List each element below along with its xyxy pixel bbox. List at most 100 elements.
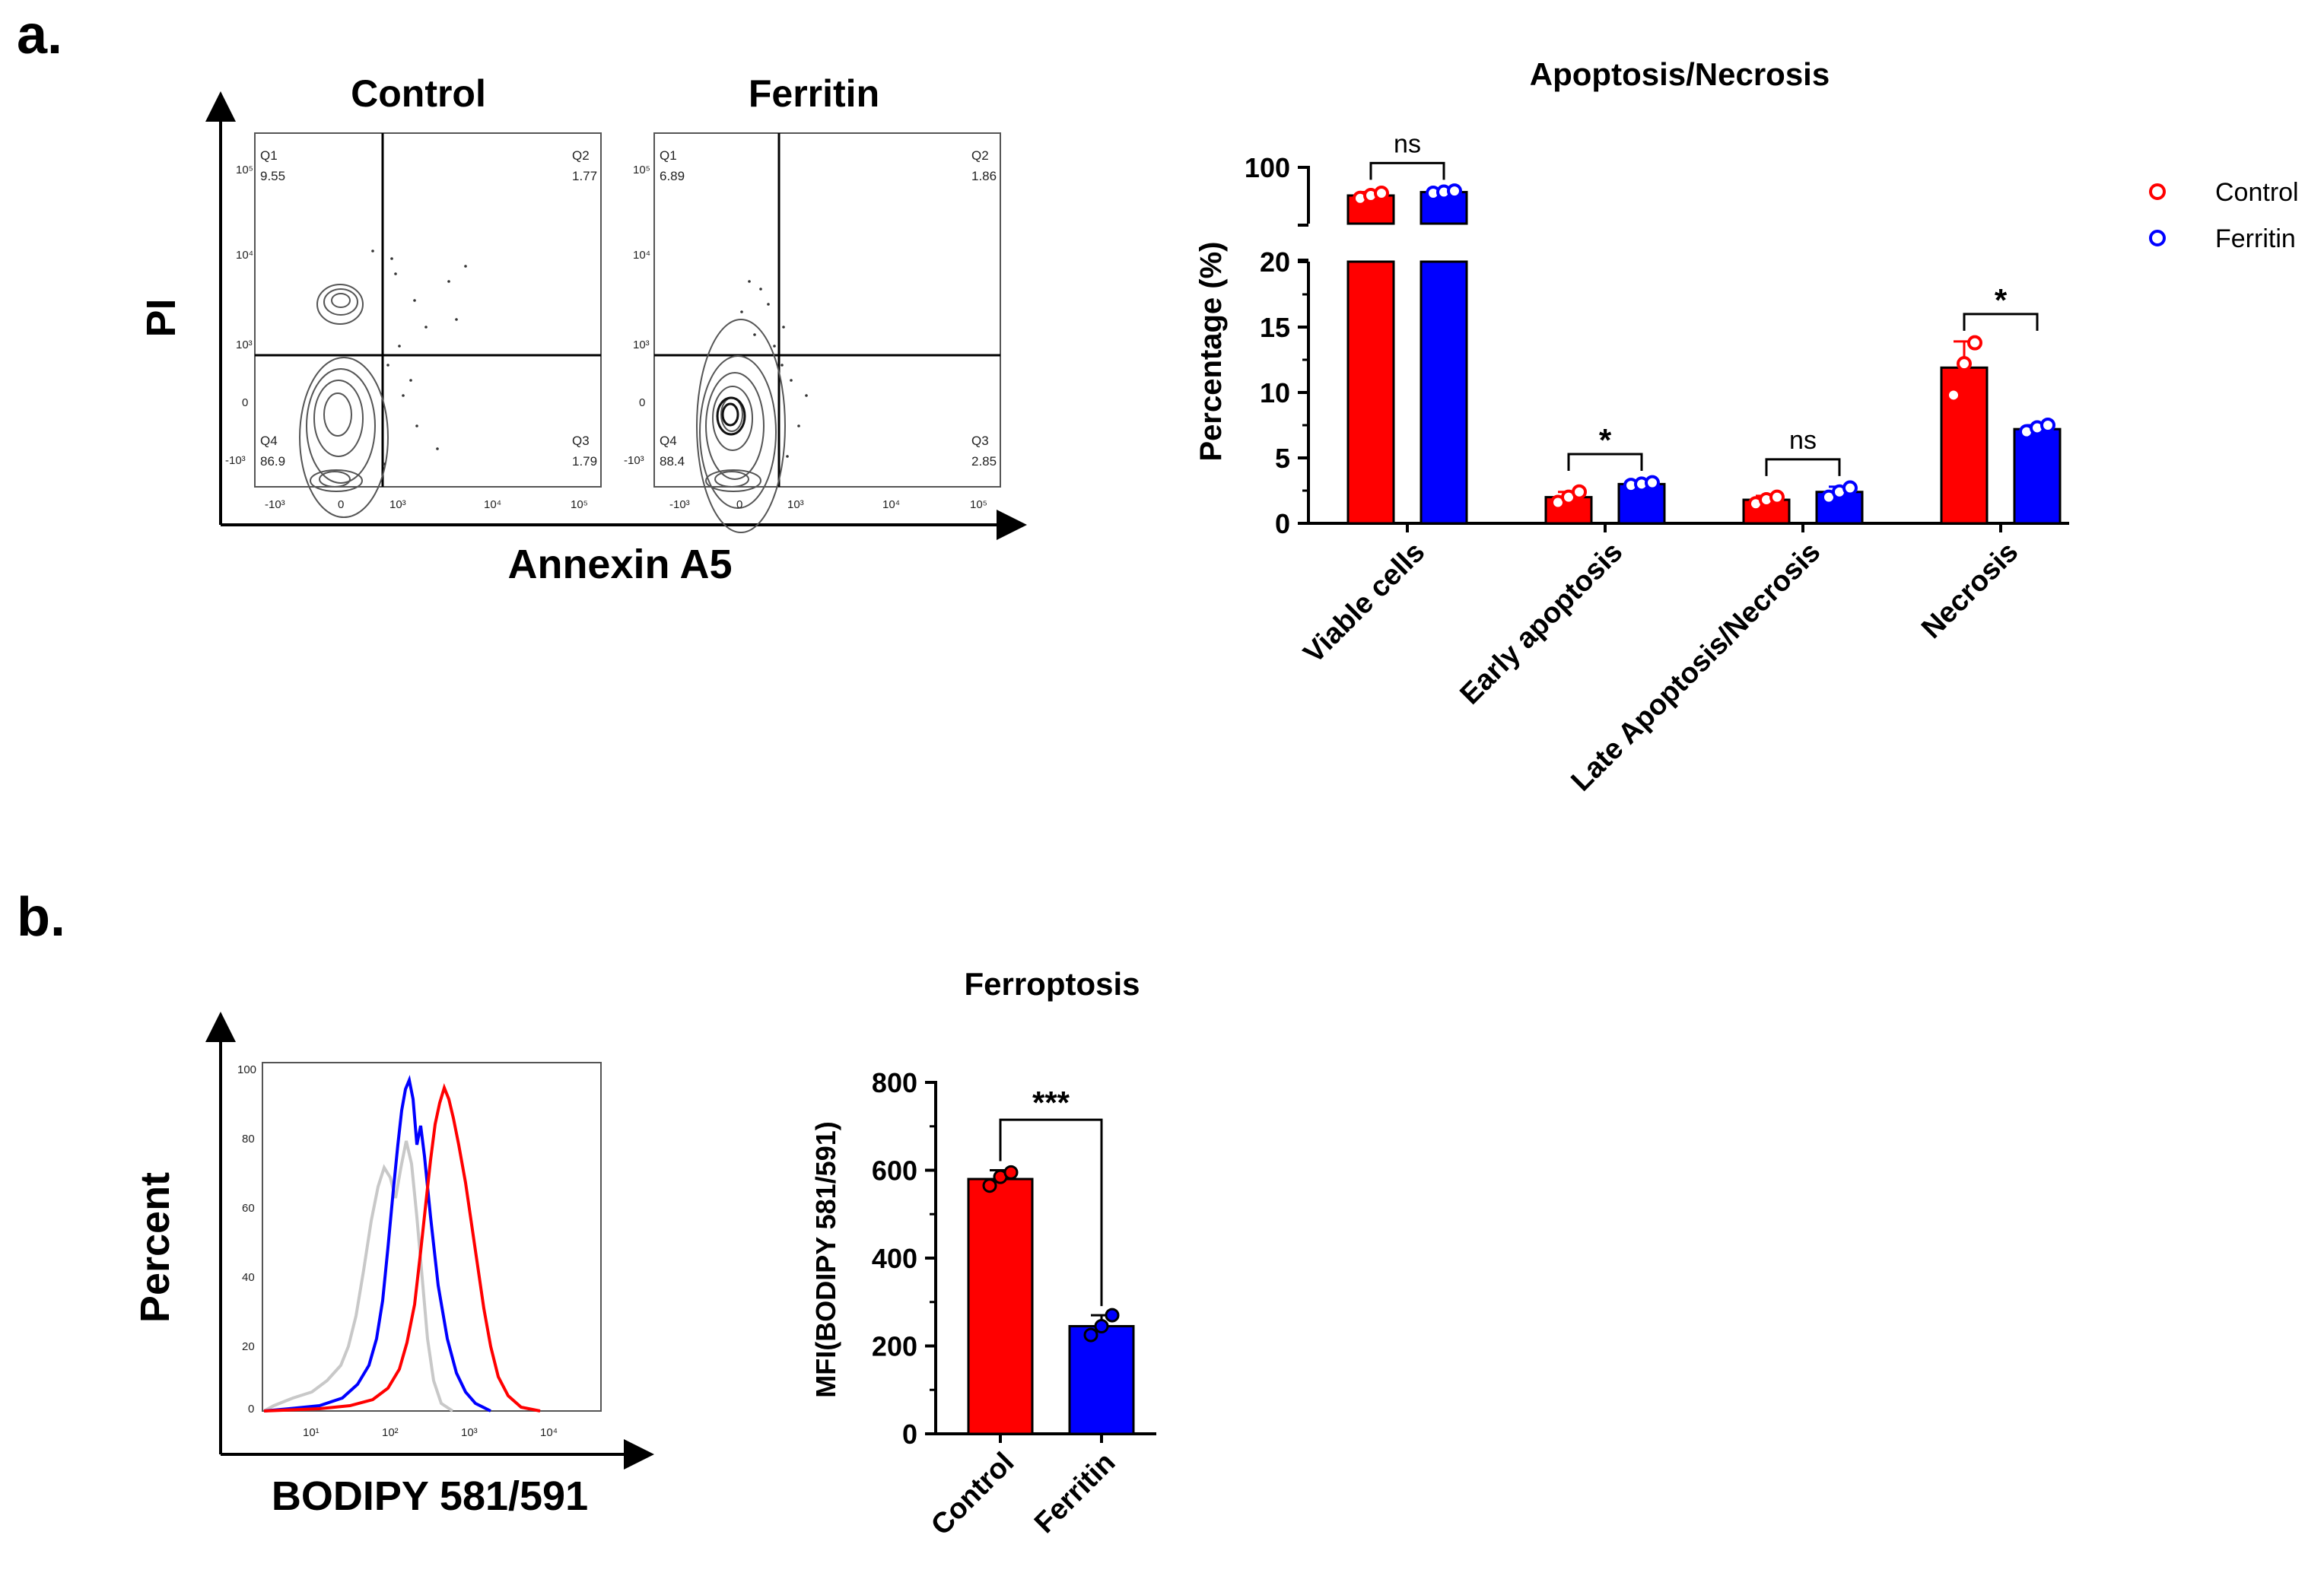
bars: *** <box>967 1085 1135 1435</box>
quadrant-q2-name: Q2 <box>971 148 989 163</box>
legend-marker-control <box>2149 183 2166 200</box>
bar-ferritin <box>1068 1325 1135 1435</box>
quadrant-q1-name: Q1 <box>260 148 278 163</box>
quadrant-q4-value: 86.9 <box>260 454 285 469</box>
significance-bracket <box>999 1118 1103 1307</box>
scatter-events <box>371 249 467 466</box>
bar-ferritin <box>2013 427 2062 525</box>
significance-label: ns <box>1789 426 1817 455</box>
quadrant-q4-value: 88.4 <box>660 454 685 469</box>
legend: Control Ferritin <box>2149 178 2299 253</box>
y-tick-label: 10 <box>1260 377 1290 408</box>
data-point <box>1957 356 1972 372</box>
panel-label-b: b. <box>17 887 65 948</box>
y-tick: 10⁴ <box>633 249 650 262</box>
category-label: Viable cells <box>1298 536 1432 670</box>
significance-bracket <box>1369 161 1445 180</box>
histogram-ferritin-curve <box>263 1075 491 1413</box>
y-tick: -10³ <box>624 454 644 467</box>
x-tick: 10⁴ <box>540 1426 558 1439</box>
quadrant-q3-name: Q3 <box>971 434 989 448</box>
x-tick: 10⁵ <box>970 498 987 511</box>
facs-plot-title: Control <box>351 72 486 115</box>
y-tick-label: 5 <box>1275 443 1290 474</box>
x-tick: 10⁴ <box>484 498 501 511</box>
hist-x-ticks: 10¹ 10² 10³ 10⁴ <box>303 1426 558 1439</box>
legend-marker-ferritin <box>2149 230 2166 246</box>
significance-label: * <box>1599 422 1612 458</box>
x-tick: 10³ <box>787 498 804 511</box>
y-tick-label: 0 <box>902 1419 917 1450</box>
y-tick: 20 <box>242 1340 255 1353</box>
quadrant-q2-name: Q2 <box>572 148 590 163</box>
chart-title: Apoptosis/Necrosis <box>1530 56 1830 92</box>
bodipy-histogram: Percent BODIPY 581/591 100 80 60 40 20 0… <box>132 1012 654 1519</box>
x-tick: 10⁴ <box>882 498 900 511</box>
y-tick: 40 <box>242 1271 255 1284</box>
histogram-isotype-curve <box>263 1140 454 1413</box>
quadrant-q4-name: Q4 <box>260 434 278 448</box>
quadrant-q3-name: Q3 <box>572 434 590 448</box>
facs-x-ticks: -10³ 0 10³ 10⁴ 10⁵ <box>669 498 987 511</box>
x-tick: -10³ <box>265 498 285 511</box>
x-tick: 10³ <box>461 1426 478 1439</box>
y-tick: 80 <box>242 1133 255 1146</box>
quadrant-q2-value: 1.77 <box>572 169 597 183</box>
y-tick: 10⁵ <box>633 164 650 176</box>
facs-y-ticks: 10⁵ 10⁴ 10³ 0 -10³ <box>225 164 253 467</box>
y-tick: 10³ <box>236 338 253 351</box>
quadrant-q2-value: 1.86 <box>971 169 997 183</box>
facs-plot-frame <box>653 132 1001 488</box>
contour-lines <box>299 284 389 518</box>
legend-label-control: Control <box>2215 178 2299 207</box>
y-tick-label: 800 <box>872 1067 917 1098</box>
y-tick: 10³ <box>633 338 650 351</box>
category-label: Control <box>925 1447 1020 1542</box>
hist-y-ticks: 100 80 60 40 20 0 <box>237 1063 256 1416</box>
x-tick: 10¹ <box>303 1426 320 1439</box>
y-tick-label: 15 <box>1260 312 1290 343</box>
category-label: Ferritin <box>1028 1447 1121 1540</box>
facs-x-label: Annexin A5 <box>507 542 732 587</box>
quadrant-q1-value: 6.89 <box>660 169 685 183</box>
y-tick-label: 20 <box>1260 246 1290 278</box>
hist-y-label: Percent <box>132 1172 178 1323</box>
data-point <box>1946 387 1961 403</box>
data-point <box>982 1178 997 1193</box>
data-point <box>1447 183 1462 199</box>
x-tick: 10² <box>382 1426 399 1439</box>
facs-x-ticks: -10³ 0 10³ 10⁴ 10⁵ <box>265 498 588 511</box>
category-labels: Control Ferritin <box>925 1434 1121 1542</box>
y-tick: 0 <box>242 396 248 409</box>
data-point <box>1105 1308 1120 1323</box>
bar-control <box>967 1177 1034 1435</box>
y-tick-label: 100 <box>1245 152 1290 183</box>
y-tick: 10⁵ <box>236 164 253 176</box>
chart-title: Ferroptosis <box>964 966 1140 1002</box>
y-axis-label: Percentage (%) <box>1194 242 1228 462</box>
y-tick-label: 400 <box>872 1243 917 1274</box>
data-point <box>1083 1327 1098 1343</box>
facs-plot-frame <box>254 132 602 488</box>
facs-y-ticks: 10⁵ 10⁴ 10³ 0 -10³ <box>624 164 650 467</box>
data-point <box>1842 480 1858 496</box>
y-tick: 10⁴ <box>236 249 253 262</box>
facs-plot-ferritin: Ferritin Q1 <box>624 72 1001 533</box>
contour-dense-core <box>716 396 746 436</box>
y-axis-label: MFI(BODIPY 581/591) <box>810 1121 841 1397</box>
bar-ferritin-lower <box>1420 260 1468 525</box>
y-tick: 0 <box>248 1403 254 1416</box>
data-point <box>1967 335 1982 351</box>
data-point <box>2040 418 2055 433</box>
data-point <box>1374 186 1389 202</box>
significance-bracket <box>1567 453 1643 471</box>
y-tick-label: 600 <box>872 1155 917 1187</box>
significance-bracket <box>1765 458 1841 476</box>
facs-contour-plots: PI Annexin A5 Control <box>138 72 1027 587</box>
quadrant-q1-value: 9.55 <box>260 169 285 183</box>
significance-label: *** <box>1032 1085 1070 1120</box>
quadrant-q3-value: 2.85 <box>971 454 997 469</box>
hist-x-label: BODIPY 581/591 <box>272 1473 588 1519</box>
